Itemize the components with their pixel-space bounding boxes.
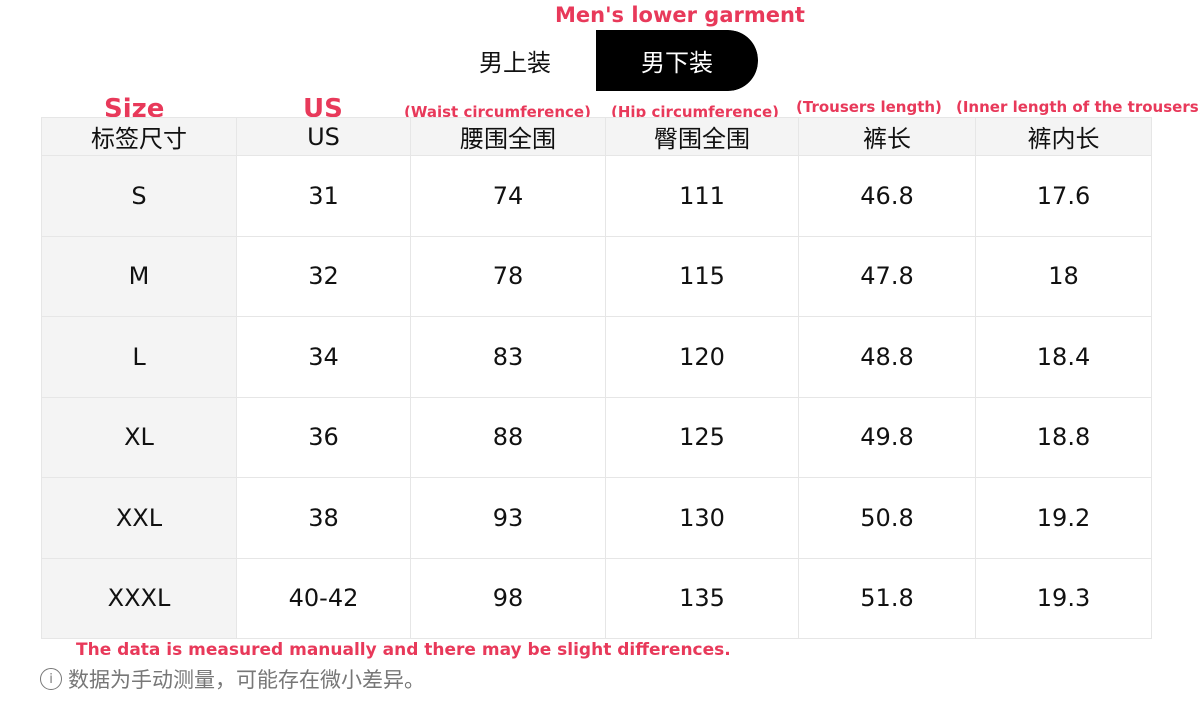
table-cell: 46.8 (798, 155, 976, 237)
hip-annotation: (Hip circumference) (611, 103, 780, 121)
size-label-cell: M (41, 235, 237, 317)
waist-annotation: (Waist circumference) (404, 103, 591, 121)
tab-mens-bottoms[interactable]: 男下装 (596, 30, 758, 91)
table-cell: 19.3 (975, 557, 1152, 639)
table-cell: 48.8 (798, 316, 976, 398)
table-cell: 74 (410, 155, 606, 237)
column-header: 腰围全围 (410, 117, 606, 156)
table-cell: 125 (605, 396, 799, 478)
table-cell: 18.8 (975, 396, 1152, 478)
column-header: 臀围全围 (605, 117, 799, 156)
table-row: S 31 74 111 46.8 17.6 (41, 155, 1152, 237)
table-cell: 18 (975, 235, 1152, 317)
table-cell: 111 (605, 155, 799, 237)
category-tabs: 男上装 男下装 (434, 30, 758, 91)
table-cell: 120 (605, 316, 799, 398)
table-cell: 32 (236, 235, 411, 317)
measurement-note-cn: 数据为手动测量，可能存在微小差异。 (68, 668, 425, 692)
table-cell: 98 (410, 557, 606, 639)
inner-length-annotation: (Inner length of the trousers) (956, 98, 1200, 116)
table-cell: 88 (410, 396, 606, 478)
table-cell: 135 (605, 557, 799, 639)
column-header: 裤内长 (975, 117, 1152, 156)
table-cell: 51.8 (798, 557, 976, 639)
garment-title: Men's lower garment (555, 3, 805, 27)
table-row: XXL 38 93 130 50.8 19.2 (41, 477, 1152, 559)
info-circle-icon: i (40, 668, 62, 690)
table-cell: 17.6 (975, 155, 1152, 237)
measurement-note-en: The data is measured manually and there … (76, 640, 731, 660)
measurement-note: i 数据为手动测量，可能存在微小差异。 (40, 664, 425, 694)
column-header: 裤长 (798, 117, 976, 156)
table-cell: 36 (236, 396, 411, 478)
size-label-cell: S (41, 155, 237, 237)
table-cell: 93 (410, 477, 606, 559)
table-cell: 34 (236, 316, 411, 398)
table-cell: 50.8 (798, 477, 976, 559)
table-cell: 40-42 (236, 557, 411, 639)
table-cell: 83 (410, 316, 606, 398)
size-label-cell: L (41, 316, 237, 398)
size-label-cell: XXXL (41, 557, 237, 639)
table-cell: 18.4 (975, 316, 1152, 398)
header-row: 标签尺寸 US 腰围全围 臀围全围 裤长 裤内长 (41, 117, 1152, 156)
column-header: 标签尺寸 (41, 117, 237, 156)
table-cell: 19.2 (975, 477, 1152, 559)
length-annotation: (Trousers length) (796, 98, 942, 116)
size-table: 标签尺寸 US 腰围全围 臀围全围 裤长 裤内长 S 31 74 111 46.8 17.6 M 32 7… (41, 117, 1152, 639)
tab-mens-tops[interactable]: 男上装 (479, 49, 551, 77)
table-row: L 34 83 120 48.8 18.4 (41, 316, 1152, 398)
table-cell: 31 (236, 155, 411, 237)
table-cell: 47.8 (798, 235, 976, 317)
table-cell: 115 (605, 235, 799, 317)
table-row: XXXL 40-42 98 135 51.8 19.3 (41, 557, 1152, 639)
size-label-cell: XXL (41, 477, 237, 559)
table-cell: 130 (605, 477, 799, 559)
table-row: XL 36 88 125 49.8 18.8 (41, 396, 1152, 478)
table-cell: 78 (410, 235, 606, 317)
column-header: US (236, 117, 411, 156)
table-cell: 38 (236, 477, 411, 559)
size-label-cell: XL (41, 396, 237, 478)
table-row: M 32 78 115 47.8 18 (41, 235, 1152, 317)
table-cell: 49.8 (798, 396, 976, 478)
